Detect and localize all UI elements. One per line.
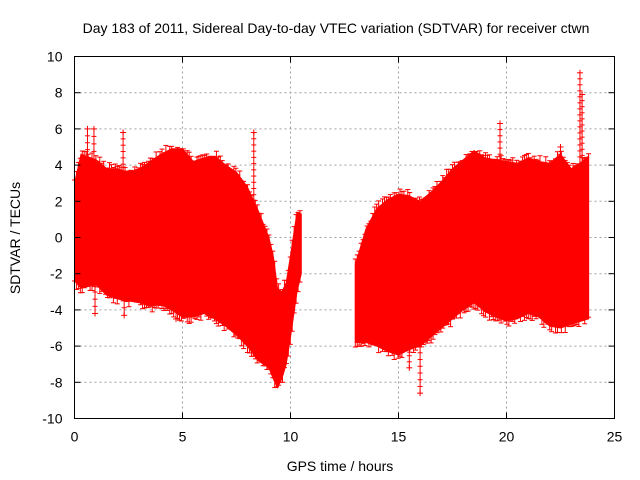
x-tick-label: 25 <box>607 429 623 445</box>
x-axis-label: GPS time / hours <box>287 458 394 474</box>
spike-point <box>250 129 257 201</box>
spike-point <box>92 284 99 317</box>
y-tick-label: -6 <box>50 338 63 354</box>
x-tick-label: 15 <box>391 429 407 445</box>
spike-point <box>557 144 564 155</box>
y-tick-label: 4 <box>55 157 63 173</box>
y-tick-label: 0 <box>55 230 63 246</box>
y-tick-label: -2 <box>50 266 63 282</box>
x-tick-label: 20 <box>499 429 515 445</box>
spike-point <box>120 129 127 171</box>
spike-point <box>579 91 586 162</box>
spike-point <box>576 69 583 163</box>
y-tick-label: -4 <box>50 302 63 318</box>
y-axis-label: SDTVAR / TECUs <box>7 182 23 294</box>
y-tick-label: -10 <box>42 411 62 427</box>
spike-point <box>84 125 91 157</box>
y-tick-label: 10 <box>47 49 63 65</box>
x-tick-label: 10 <box>283 429 299 445</box>
chart-title: Day 183 of 2011, Sidereal Day-to-day VTE… <box>83 20 590 36</box>
axis-ticks: 0 5 10 15 20 25 -10 -8 -6 -4 -2 0 2 4 6 8 10 <box>42 49 622 445</box>
spike-point <box>406 349 413 371</box>
y-tick-label: -8 <box>50 374 63 390</box>
data-layer <box>72 69 592 397</box>
y-tick-label: 8 <box>55 85 63 101</box>
x-tick-label: 5 <box>179 429 187 445</box>
spike-point <box>173 312 180 322</box>
spike-point <box>417 346 424 397</box>
spike-point <box>497 120 504 161</box>
y-tick-label: 2 <box>55 193 63 209</box>
y-tick-label: 6 <box>55 121 63 137</box>
spike-point <box>121 300 128 319</box>
spike-point <box>90 125 97 159</box>
x-tick-label: 0 <box>71 429 79 445</box>
